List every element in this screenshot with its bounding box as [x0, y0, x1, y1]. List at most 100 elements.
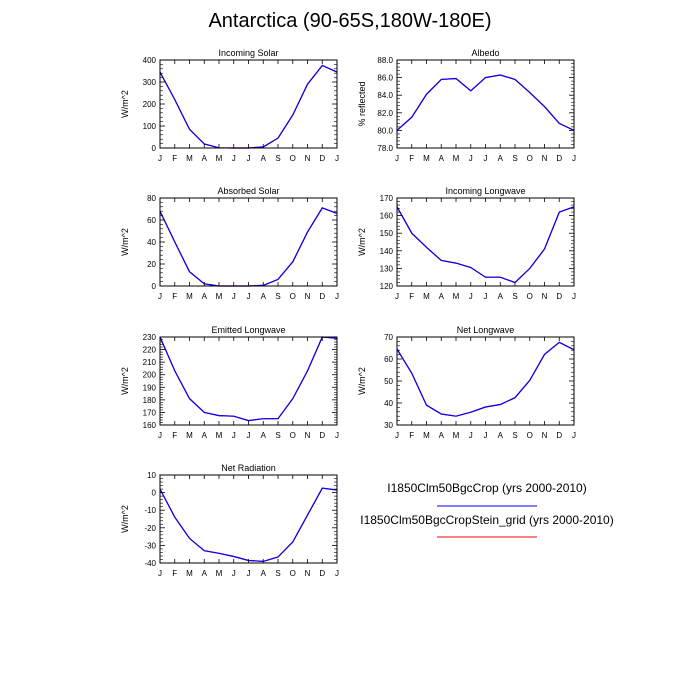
x-tick-label: D — [319, 431, 325, 440]
y-tick-label: 120 — [380, 282, 394, 291]
x-tick-label: S — [512, 431, 517, 440]
series-line-2 — [396, 74, 575, 131]
x-tick-label: A — [439, 431, 445, 440]
series-line-2 — [159, 207, 338, 287]
x-tick-label: J — [469, 431, 473, 440]
x-tick-label: J — [572, 292, 576, 301]
y-tick-label: 150 — [380, 229, 394, 238]
y-tick-label: 40 — [384, 399, 393, 408]
y-tick-label: 160 — [143, 421, 157, 430]
x-tick-label: M — [453, 292, 460, 301]
x-tick-label: M — [423, 154, 430, 163]
x-tick-label: M — [216, 431, 223, 440]
x-tick-label: M — [216, 154, 223, 163]
y-axis-label: W/m^2 — [357, 228, 367, 256]
x-tick-label: S — [275, 154, 280, 163]
series-line-2 — [159, 64, 338, 149]
x-tick-label: J — [335, 431, 339, 440]
x-tick-label: D — [319, 292, 325, 301]
plot-frame — [159, 474, 338, 564]
y-axis-label: W/m^2 — [357, 367, 367, 395]
panel-title: Net Longwave — [457, 325, 515, 335]
y-tick-label: 190 — [143, 383, 157, 392]
y-tick-label: 84.0 — [377, 91, 393, 100]
panel-title: Emitted Longwave — [211, 325, 285, 335]
panel-title: Incoming Solar — [218, 48, 278, 58]
y-tick-label: 300 — [143, 78, 157, 87]
series-line-1 — [159, 487, 338, 563]
x-tick-label: J — [247, 569, 251, 578]
x-tick-label: J — [484, 431, 488, 440]
y-tick-label: 60 — [384, 355, 393, 364]
y-tick-label: 170 — [143, 408, 157, 417]
x-tick-label: O — [527, 154, 533, 163]
y-tick-label: 130 — [380, 264, 394, 273]
x-tick-label: F — [172, 292, 177, 301]
x-tick-label: J — [232, 292, 236, 301]
x-tick-label: A — [498, 292, 504, 301]
y-axis-label: % reflected — [357, 81, 367, 126]
x-tick-label: O — [290, 569, 296, 578]
x-tick-label: F — [409, 292, 414, 301]
y-tick-label: 40 — [147, 238, 156, 247]
x-tick-label: N — [542, 431, 548, 440]
y-tick-label: 210 — [143, 358, 157, 367]
x-tick-label: M — [186, 431, 193, 440]
x-tick-label: J — [158, 292, 162, 301]
y-tick-label: -30 — [144, 541, 156, 550]
x-tick-label: S — [512, 292, 517, 301]
series-line-1 — [396, 74, 575, 131]
x-tick-label: J — [232, 431, 236, 440]
x-tick-label: N — [305, 569, 311, 578]
x-tick-label: A — [439, 154, 445, 163]
y-tick-label: 10 — [147, 471, 156, 480]
x-tick-label: N — [542, 292, 548, 301]
x-tick-label: J — [484, 292, 488, 301]
x-tick-label: J — [232, 569, 236, 578]
x-tick-label: D — [319, 569, 325, 578]
series-line-2 — [159, 487, 338, 563]
x-tick-label: M — [453, 431, 460, 440]
y-tick-label: 160 — [380, 212, 394, 221]
x-tick-label: J — [335, 569, 339, 578]
x-tick-label: J — [247, 292, 251, 301]
x-tick-label: A — [498, 154, 504, 163]
x-tick-label: J — [335, 292, 339, 301]
series-line-1 — [159, 64, 338, 149]
legend-label: I1850Clm50BgcCropStein_grid (yrs 2000-20… — [360, 513, 613, 527]
x-tick-label: J — [158, 569, 162, 578]
x-tick-label: O — [527, 292, 533, 301]
x-tick-label: D — [556, 292, 562, 301]
series-line-2 — [159, 336, 338, 422]
x-tick-label: S — [275, 569, 280, 578]
x-tick-label: M — [423, 292, 430, 301]
panel-title: Incoming Longwave — [445, 186, 525, 196]
x-tick-label: N — [305, 431, 311, 440]
x-tick-label: M — [216, 292, 223, 301]
x-tick-label: M — [423, 431, 430, 440]
x-tick-label: N — [305, 292, 311, 301]
x-tick-label: M — [186, 569, 193, 578]
y-tick-label: 220 — [143, 346, 157, 355]
y-tick-label: 30 — [384, 421, 393, 430]
plot-frame — [159, 197, 338, 287]
x-tick-label: A — [261, 154, 267, 163]
y-tick-label: -20 — [144, 524, 156, 533]
y-tick-label: 80.0 — [377, 126, 393, 135]
x-tick-label: M — [453, 154, 460, 163]
x-tick-label: J — [484, 154, 488, 163]
x-tick-label: D — [556, 431, 562, 440]
y-axis-label: W/m^2 — [120, 228, 130, 256]
x-tick-label: S — [275, 431, 280, 440]
plot-frame — [396, 336, 575, 426]
x-tick-label: O — [290, 431, 296, 440]
page-title: Antarctica (90-65S,180W-180E) — [208, 10, 492, 32]
x-tick-label: F — [409, 431, 414, 440]
x-tick-label: N — [542, 154, 548, 163]
y-tick-label: 180 — [143, 396, 157, 405]
